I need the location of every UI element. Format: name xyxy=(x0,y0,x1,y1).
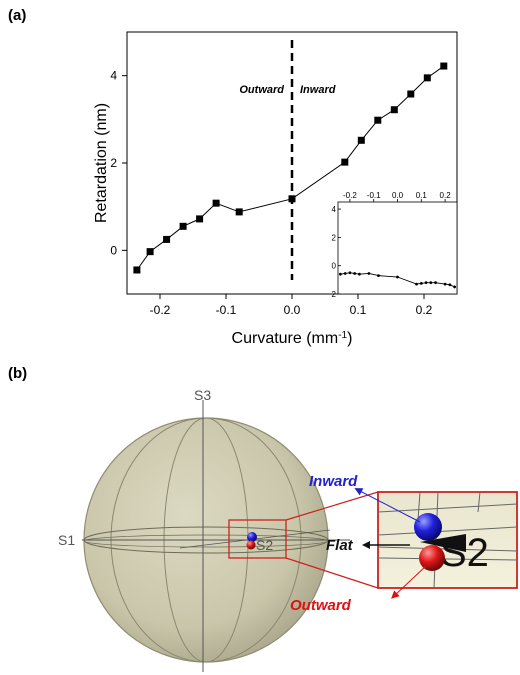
inset-y-tick-label: 2 xyxy=(332,290,337,299)
zoom-line xyxy=(477,491,481,513)
inset-y-tick-label: 0 xyxy=(332,262,337,271)
data-point xyxy=(146,248,154,256)
data-point xyxy=(407,90,415,98)
flat-arrow-head xyxy=(362,541,370,549)
main-y-ticks: 0 2 4 xyxy=(110,69,127,257)
inset-data-point xyxy=(419,281,423,285)
data-point xyxy=(357,136,365,144)
poincare-sphere: S3 S1 S2 xyxy=(58,387,379,672)
inset-x-tick-label: 0.1 xyxy=(416,191,428,200)
outward-label: Outward xyxy=(290,597,352,614)
inset-series-line xyxy=(340,272,455,288)
inset-frame xyxy=(337,201,458,295)
inset-data-point xyxy=(448,283,452,287)
inset-y-tick-label: 2 xyxy=(332,233,337,242)
inset-x-tick-label: -0.1 xyxy=(367,191,381,200)
data-point xyxy=(440,62,448,70)
zoom-s2-label: S2 xyxy=(440,531,489,575)
data-point xyxy=(196,215,204,223)
inset-x-tick-label: 0.0 xyxy=(392,191,404,200)
data-point xyxy=(212,199,220,207)
inset-x-tick-label: 0.2 xyxy=(440,191,452,200)
y-tick-label: 2 xyxy=(110,156,117,170)
inset-data-point xyxy=(415,282,418,286)
inset-data-point xyxy=(353,272,357,275)
inset-data-point xyxy=(348,271,352,275)
s3-axis-label: S3 xyxy=(194,387,211,403)
inward-arrow xyxy=(354,488,421,523)
zoom-line xyxy=(377,503,518,513)
inset-data-point xyxy=(424,281,428,285)
inset-data-point xyxy=(377,274,380,277)
data-point xyxy=(288,195,296,203)
sphere-equator-inner xyxy=(83,534,329,548)
flat-label: Flat xyxy=(326,537,354,554)
main-chart: -0.2 -0.1 0.0 0.1 0.2 0 2 4 Outward Inward Cur… xyxy=(93,31,458,348)
x-tick-label: 0.2 xyxy=(416,303,433,317)
s2-axis-label: S2 xyxy=(256,537,273,553)
data-point xyxy=(341,158,349,166)
inset-chart: -0.2 -0.1 0.0 0.1 0.2 4 2 0 2 xyxy=(332,191,458,299)
inset-series-points xyxy=(338,271,457,289)
zoom-line xyxy=(377,526,518,536)
y-tick-label: 4 xyxy=(110,69,117,83)
x-tick-label: 0.1 xyxy=(350,303,367,317)
y-tick-label: 0 xyxy=(110,243,117,257)
inset-data-point xyxy=(453,285,457,289)
region-inward-label: Inward xyxy=(300,84,336,96)
inset-data-point xyxy=(434,281,437,285)
inset-x-ticks: -0.2 -0.1 0.0 0.1 0.2 xyxy=(343,191,451,202)
x-tick-label: -0.2 xyxy=(150,303,171,317)
panel-a-label: (a) xyxy=(8,7,26,24)
zoom-connector-top xyxy=(285,491,379,521)
data-point xyxy=(179,222,187,230)
flat-wedge xyxy=(420,534,466,552)
region-outward-label: Outward xyxy=(239,84,284,96)
inset-y-tick-label: 4 xyxy=(332,205,337,214)
outward-point-small xyxy=(246,540,256,550)
y-axis-title: Retardation (nm) xyxy=(93,103,110,223)
inset-data-point xyxy=(338,272,342,276)
inset-data-point xyxy=(367,272,371,275)
inset-y-ticks: 4 2 0 2 xyxy=(332,205,341,299)
inset-data-point xyxy=(343,272,347,275)
zoom-line xyxy=(377,557,518,561)
s1-axis-label: S1 xyxy=(58,532,75,548)
zoom-inset: S2 xyxy=(377,491,518,589)
inset-data-point xyxy=(429,281,433,285)
inset-data-point xyxy=(443,282,447,286)
data-point xyxy=(163,235,171,243)
zoom-source-box xyxy=(228,519,287,559)
data-point xyxy=(133,266,141,274)
inward-label: Inward xyxy=(309,473,358,490)
data-point xyxy=(374,116,382,124)
callouts: Inward Flat Outward xyxy=(290,473,427,614)
x-tick-label: -0.1 xyxy=(216,303,237,317)
x-axis-title: Curvature (mm-1) xyxy=(232,330,353,348)
data-point xyxy=(390,106,398,114)
x-tick-label: 0.0 xyxy=(284,303,301,317)
inward-point-small xyxy=(247,532,257,542)
inward-point-zoom xyxy=(414,513,442,541)
main-series-points xyxy=(133,62,448,274)
main-x-ticks: -0.2 -0.1 0.0 0.1 0.2 xyxy=(150,294,433,317)
data-point xyxy=(235,208,243,216)
panel-b-label: (b) xyxy=(8,365,27,382)
zoom-line xyxy=(417,491,421,521)
inset-data-point xyxy=(358,272,361,276)
outward-arrow xyxy=(391,565,427,599)
zoom-line xyxy=(377,546,518,552)
inset-x-tick-label: -0.2 xyxy=(343,191,357,200)
inset-data-point xyxy=(396,275,399,279)
data-point xyxy=(423,74,431,82)
outward-point-zoom xyxy=(419,545,445,571)
zoom-connector-bottom xyxy=(285,557,379,589)
